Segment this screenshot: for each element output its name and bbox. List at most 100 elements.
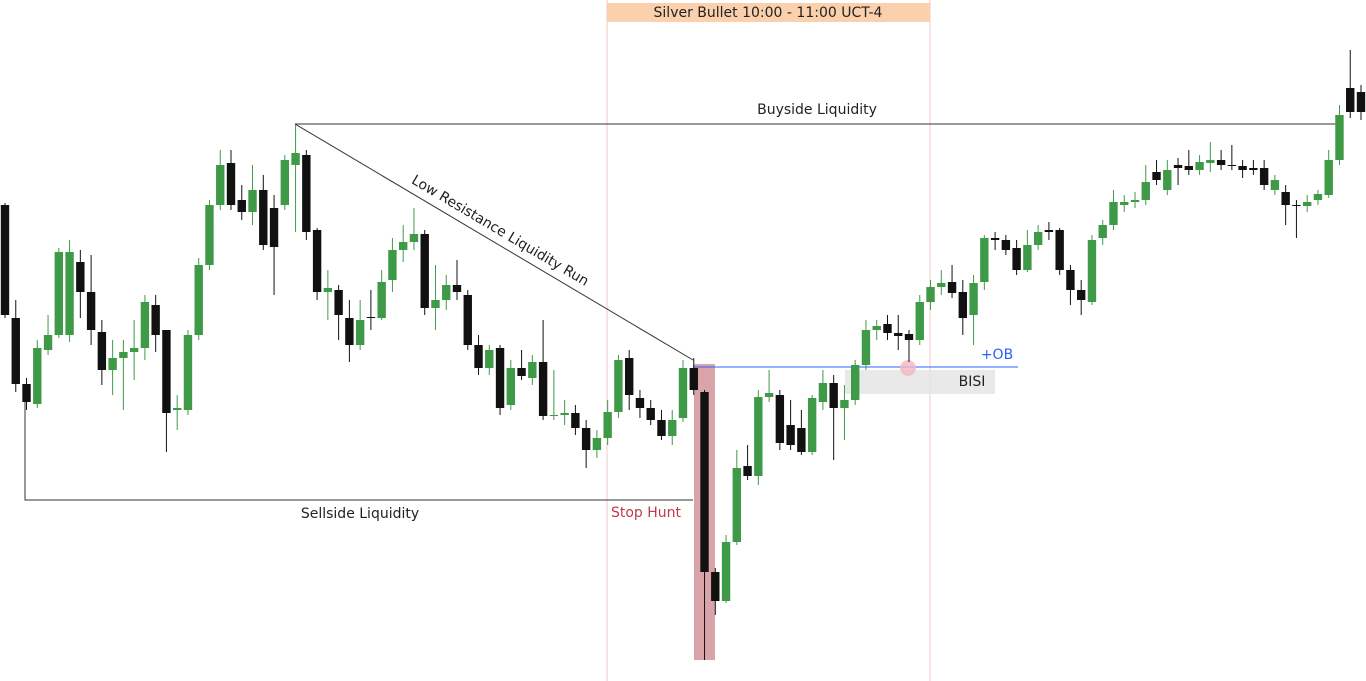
candle-body: [151, 305, 160, 335]
candle-body: [1281, 192, 1290, 205]
candle-body: [431, 300, 440, 308]
candle-body: [485, 350, 494, 368]
candle-body: [216, 165, 225, 205]
candle-body: [872, 326, 881, 330]
candle-body: [334, 290, 343, 315]
candle-body: [366, 317, 376, 318]
candle-body: [1238, 166, 1247, 170]
trendline-label: Low Resistance Liquidity Run: [409, 172, 592, 289]
candle-body: [571, 413, 580, 428]
candle-body: [1346, 88, 1355, 112]
candle-body: [76, 262, 85, 292]
candle-body: [442, 285, 451, 300]
candle-body: [1292, 205, 1301, 206]
candle-body: [549, 415, 559, 416]
session-banner: [607, 3, 930, 22]
candle-body: [764, 393, 774, 397]
candle-body: [194, 265, 203, 335]
candle-body: [398, 242, 408, 250]
candle-body: [269, 208, 279, 247]
candle-body: [22, 384, 31, 402]
candle-body: [506, 368, 516, 405]
candle-body: [377, 282, 386, 318]
candle-body: [1066, 270, 1075, 290]
candle-body: [54, 252, 64, 335]
buyside-label: Buyside Liquidity: [757, 102, 877, 118]
candle-body: [280, 160, 290, 205]
candle-body: [248, 190, 257, 212]
stop-hunt-label: Stop Hunt: [611, 505, 682, 521]
candle-body: [840, 400, 849, 408]
candle-body: [1163, 170, 1172, 190]
candle-body: [969, 283, 978, 315]
trend-line: [294, 123, 694, 361]
candle-body: [1012, 248, 1021, 270]
candle-body: [65, 252, 74, 335]
candle-body: [603, 412, 612, 438]
candle-body: [797, 428, 806, 452]
candle-body: [1249, 168, 1258, 170]
candle-body: [915, 302, 924, 340]
candle-body: [323, 288, 333, 292]
candle-body: [1313, 194, 1323, 200]
candle-body: [1076, 290, 1086, 300]
candle-body: [463, 295, 472, 345]
candle-body: [1098, 225, 1107, 238]
candle-body: [11, 318, 20, 384]
candle-body: [119, 352, 128, 358]
candle-body: [259, 190, 268, 245]
candle-body: [355, 320, 365, 345]
candle-body: [108, 358, 117, 370]
candle-body: [162, 330, 171, 413]
candle-body: [560, 413, 569, 415]
candle-body: [86, 292, 96, 330]
candle-body: [614, 360, 623, 412]
candle-body: [0, 205, 10, 315]
candle-body: [1087, 240, 1097, 302]
candle-body: [517, 368, 526, 376]
candle-body: [861, 330, 871, 365]
candle-body: [1055, 230, 1064, 270]
candle-body: [302, 155, 311, 232]
bisi-label: BISI: [959, 374, 986, 390]
sellside-line: [24, 402, 693, 501]
candle-body: [1023, 245, 1032, 270]
sellside-label: Sellside Liquidity: [301, 506, 419, 522]
candle-body: [409, 234, 419, 242]
candle-body: [581, 428, 591, 450]
bisi-zone: [845, 370, 995, 394]
candle-body: [1141, 182, 1150, 200]
candle-body: [172, 408, 182, 410]
candle-body: [205, 205, 214, 265]
candle-body: [1130, 200, 1140, 202]
candle-body: [646, 408, 655, 420]
candle-body: [1302, 202, 1312, 206]
candle-body: [689, 368, 698, 390]
candle-body: [668, 420, 677, 436]
candle-body: [657, 420, 666, 436]
candle-body: [1033, 232, 1043, 245]
candle-body: [1044, 230, 1054, 232]
candle-body: [1109, 202, 1118, 225]
candle-body: [807, 398, 817, 452]
candle-body: [1324, 160, 1333, 195]
candle-body: [883, 324, 892, 333]
candle-body: [818, 383, 828, 402]
candle-body: [33, 348, 42, 404]
ob-label: +OB: [981, 347, 1013, 363]
candle-body: [829, 383, 838, 408]
candle-body: [345, 318, 354, 345]
candles: [0, 50, 1366, 660]
candle-body: [1216, 160, 1226, 165]
candle-body: [1335, 115, 1344, 160]
candle-body: [786, 425, 795, 445]
candle-body: [635, 398, 645, 408]
candle-body: [1184, 166, 1194, 170]
candle-body: [452, 285, 462, 292]
candle-body: [129, 348, 139, 352]
candle-body: [1173, 165, 1183, 168]
candle-body: [1152, 172, 1161, 180]
candle-body: [1356, 92, 1366, 112]
candle-body: [958, 292, 968, 318]
candle-body: [237, 200, 246, 212]
